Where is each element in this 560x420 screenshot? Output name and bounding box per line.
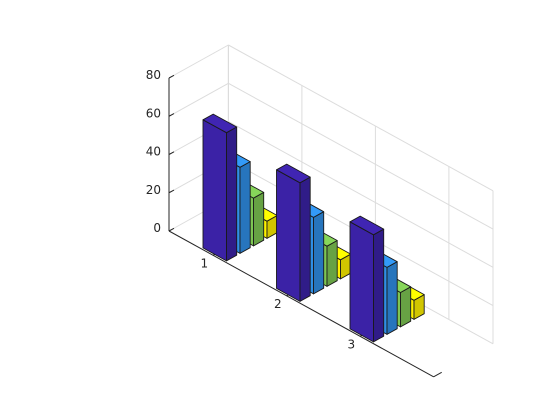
- bar-front-face: [202, 119, 227, 262]
- z-tick-mark: [168, 189, 175, 194]
- bar: [349, 215, 385, 343]
- side-wall-gridline: [228, 44, 494, 192]
- group-tick-label: 2: [274, 297, 282, 311]
- bar-side-face: [313, 211, 325, 295]
- bar-side-face: [386, 261, 398, 335]
- z-tick-label: 20: [146, 183, 161, 197]
- back-wall-gridline: [168, 44, 229, 79]
- bar-top-face: [276, 163, 311, 184]
- bar-side-face: [400, 286, 412, 328]
- bar: [202, 113, 238, 262]
- z-tick-label: 40: [146, 145, 161, 159]
- z-tick-label: 0: [153, 221, 161, 235]
- bar: [276, 163, 311, 302]
- bar-side-face: [373, 228, 385, 343]
- z-tick-label: 60: [146, 106, 161, 120]
- z-tick-label: 80: [146, 68, 161, 82]
- bars: [202, 113, 425, 343]
- bar-side-face: [299, 176, 311, 302]
- bar-side-face: [226, 126, 238, 262]
- group-tick-label: 3: [347, 337, 355, 351]
- z-tick-mark: [168, 74, 175, 79]
- bar-front-face: [349, 221, 374, 343]
- z-tick-mark: [168, 151, 175, 155]
- bar-top-face: [349, 215, 385, 236]
- bar-side-face: [326, 240, 338, 287]
- bar-top-face: [202, 113, 238, 134]
- z-tick-mark: [168, 227, 175, 232]
- bar-side-face: [253, 191, 265, 247]
- z-tick-mark: [168, 113, 175, 117]
- tick-labels: 0 20 40 60 80 1 2 3: [146, 68, 355, 351]
- group-tick-label: 1: [200, 256, 208, 270]
- bar-side-face: [239, 161, 251, 254]
- side-wall-gridline: [228, 82, 494, 230]
- back-wall-gridline: [168, 82, 229, 117]
- series-axis-stub: [433, 371, 442, 378]
- bar-front-face: [276, 169, 301, 302]
